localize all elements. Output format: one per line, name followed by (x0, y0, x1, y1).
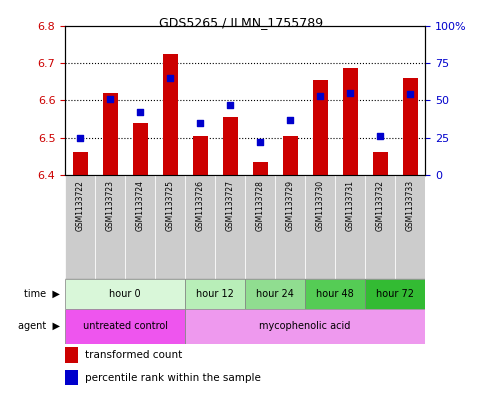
Bar (125, 175, 155, 279)
Text: transformed count: transformed count (85, 350, 182, 360)
Bar (372, 152, 387, 175)
Point (166, 75, 174, 81)
Text: GSM1133722: GSM1133722 (76, 180, 85, 231)
Point (136, 109, 144, 115)
Text: GSM1133727: GSM1133727 (226, 180, 235, 231)
Point (346, 90, 354, 96)
Point (316, 93, 324, 99)
Point (376, 133, 384, 139)
Text: GSM1133730: GSM1133730 (315, 180, 325, 231)
Bar (185, 309, 425, 344)
Bar (365, 279, 425, 309)
Text: hour 12: hour 12 (196, 289, 234, 299)
Bar (335, 175, 365, 279)
Text: hour 24: hour 24 (256, 289, 294, 299)
Bar (65, 279, 185, 309)
Bar (395, 175, 425, 279)
Point (406, 91, 414, 97)
Bar (65, 347, 78, 363)
Bar (185, 175, 215, 279)
Bar (305, 175, 335, 279)
Point (106, 95, 114, 102)
Text: hour 0: hour 0 (109, 289, 141, 299)
Bar (193, 136, 208, 175)
Point (226, 101, 234, 108)
Bar (65, 175, 95, 279)
Bar (155, 175, 185, 279)
Text: GSM1133725: GSM1133725 (166, 180, 175, 231)
Bar (275, 175, 305, 279)
Bar (365, 175, 395, 279)
Bar (215, 175, 245, 279)
Text: hour 72: hour 72 (376, 289, 414, 299)
Bar (103, 93, 118, 175)
Point (76, 134, 84, 141)
Text: GSM1133732: GSM1133732 (376, 180, 384, 231)
Text: untreated control: untreated control (83, 321, 168, 331)
Text: GSM1133728: GSM1133728 (256, 180, 265, 231)
Bar (223, 117, 238, 175)
Text: GSM1133723: GSM1133723 (106, 180, 114, 231)
Text: GSM1133733: GSM1133733 (406, 180, 414, 231)
Bar (163, 53, 178, 175)
Text: agent  ▶: agent ▶ (18, 321, 60, 331)
Bar (402, 78, 417, 175)
Bar (95, 175, 125, 279)
Bar (245, 279, 305, 309)
Bar (133, 123, 148, 175)
Bar (305, 279, 365, 309)
Bar (65, 309, 185, 344)
Point (286, 116, 294, 123)
Text: hour 48: hour 48 (316, 289, 354, 299)
Bar (253, 162, 268, 175)
Text: percentile rank within the sample: percentile rank within the sample (85, 373, 261, 383)
Bar (245, 175, 275, 279)
Bar (65, 370, 78, 386)
Text: GSM1133729: GSM1133729 (285, 180, 295, 231)
Point (256, 139, 264, 145)
Text: GSM1133724: GSM1133724 (136, 180, 145, 231)
Text: GSM1133731: GSM1133731 (345, 180, 355, 231)
Point (196, 119, 204, 126)
Bar (342, 68, 357, 175)
Bar (313, 80, 327, 175)
Text: GSM1133726: GSM1133726 (196, 180, 205, 231)
Bar (283, 136, 298, 175)
Text: time  ▶: time ▶ (25, 289, 60, 299)
Text: GDS5265 / ILMN_1755789: GDS5265 / ILMN_1755789 (159, 16, 324, 29)
Text: mycophenolic acid: mycophenolic acid (259, 321, 351, 331)
Bar (73, 152, 88, 175)
Bar (185, 279, 245, 309)
